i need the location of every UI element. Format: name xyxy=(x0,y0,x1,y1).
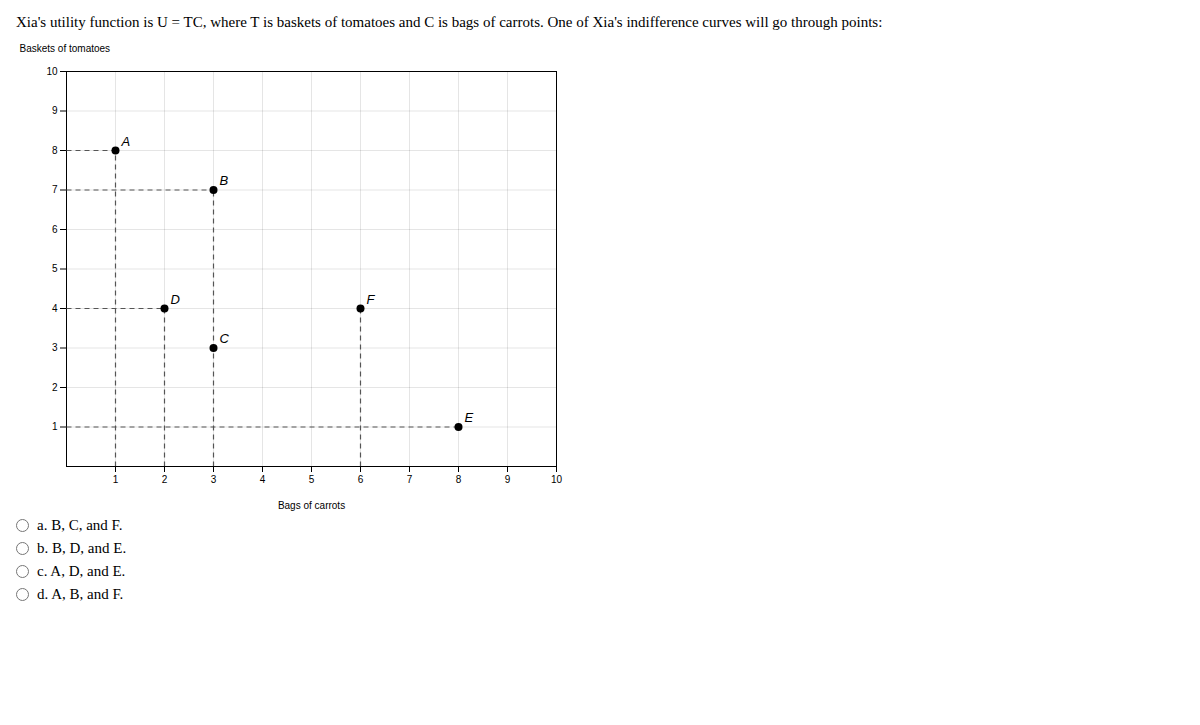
svg-text:9: 9 xyxy=(505,474,511,485)
svg-text:10: 10 xyxy=(46,66,58,77)
svg-text:B: B xyxy=(220,173,229,188)
svg-text:3: 3 xyxy=(211,474,217,485)
svg-text:4: 4 xyxy=(52,303,58,314)
svg-text:6: 6 xyxy=(52,224,58,235)
svg-text:8: 8 xyxy=(456,474,462,485)
svg-text:F: F xyxy=(367,292,376,307)
svg-text:Baskets of tomatoes: Baskets of tomatoes xyxy=(20,43,111,54)
svg-text:4: 4 xyxy=(260,474,266,485)
svg-text:C: C xyxy=(220,331,230,346)
html-text:b. B, D, and E.: b. B, D, and E. xyxy=(37,540,127,556)
svg-text:5: 5 xyxy=(52,263,58,274)
html-text:a. B, C, and F.: a. B, C, and F. xyxy=(37,517,123,533)
html-text:c. A, D, and E.: c. A, D, and E. xyxy=(37,563,126,579)
svg-text:Bags of carrots: Bags of carrots xyxy=(278,500,345,511)
svg-text:7: 7 xyxy=(407,474,413,485)
svg-text:3: 3 xyxy=(52,342,58,353)
svg-text:1: 1 xyxy=(52,421,58,432)
svg-text:1: 1 xyxy=(113,474,119,485)
svg-text:E: E xyxy=(465,410,474,425)
svg-text:10: 10 xyxy=(551,474,563,485)
svg-text:7: 7 xyxy=(52,184,58,195)
svg-text:5: 5 xyxy=(309,474,315,485)
svg-text:A: A xyxy=(121,134,131,149)
html-text:d. A, B, and F.: d. A, B, and F. xyxy=(37,586,124,602)
svg-text:8: 8 xyxy=(52,145,58,156)
svg-text:D: D xyxy=(171,292,180,307)
svg-text:2: 2 xyxy=(52,382,58,393)
svg-text:9: 9 xyxy=(52,105,58,116)
svg-text:6: 6 xyxy=(358,474,364,485)
html-text:Xia's utility function is U =: Xia's utility function is U = TC, where … xyxy=(16,14,883,30)
svg-text:2: 2 xyxy=(162,474,168,485)
